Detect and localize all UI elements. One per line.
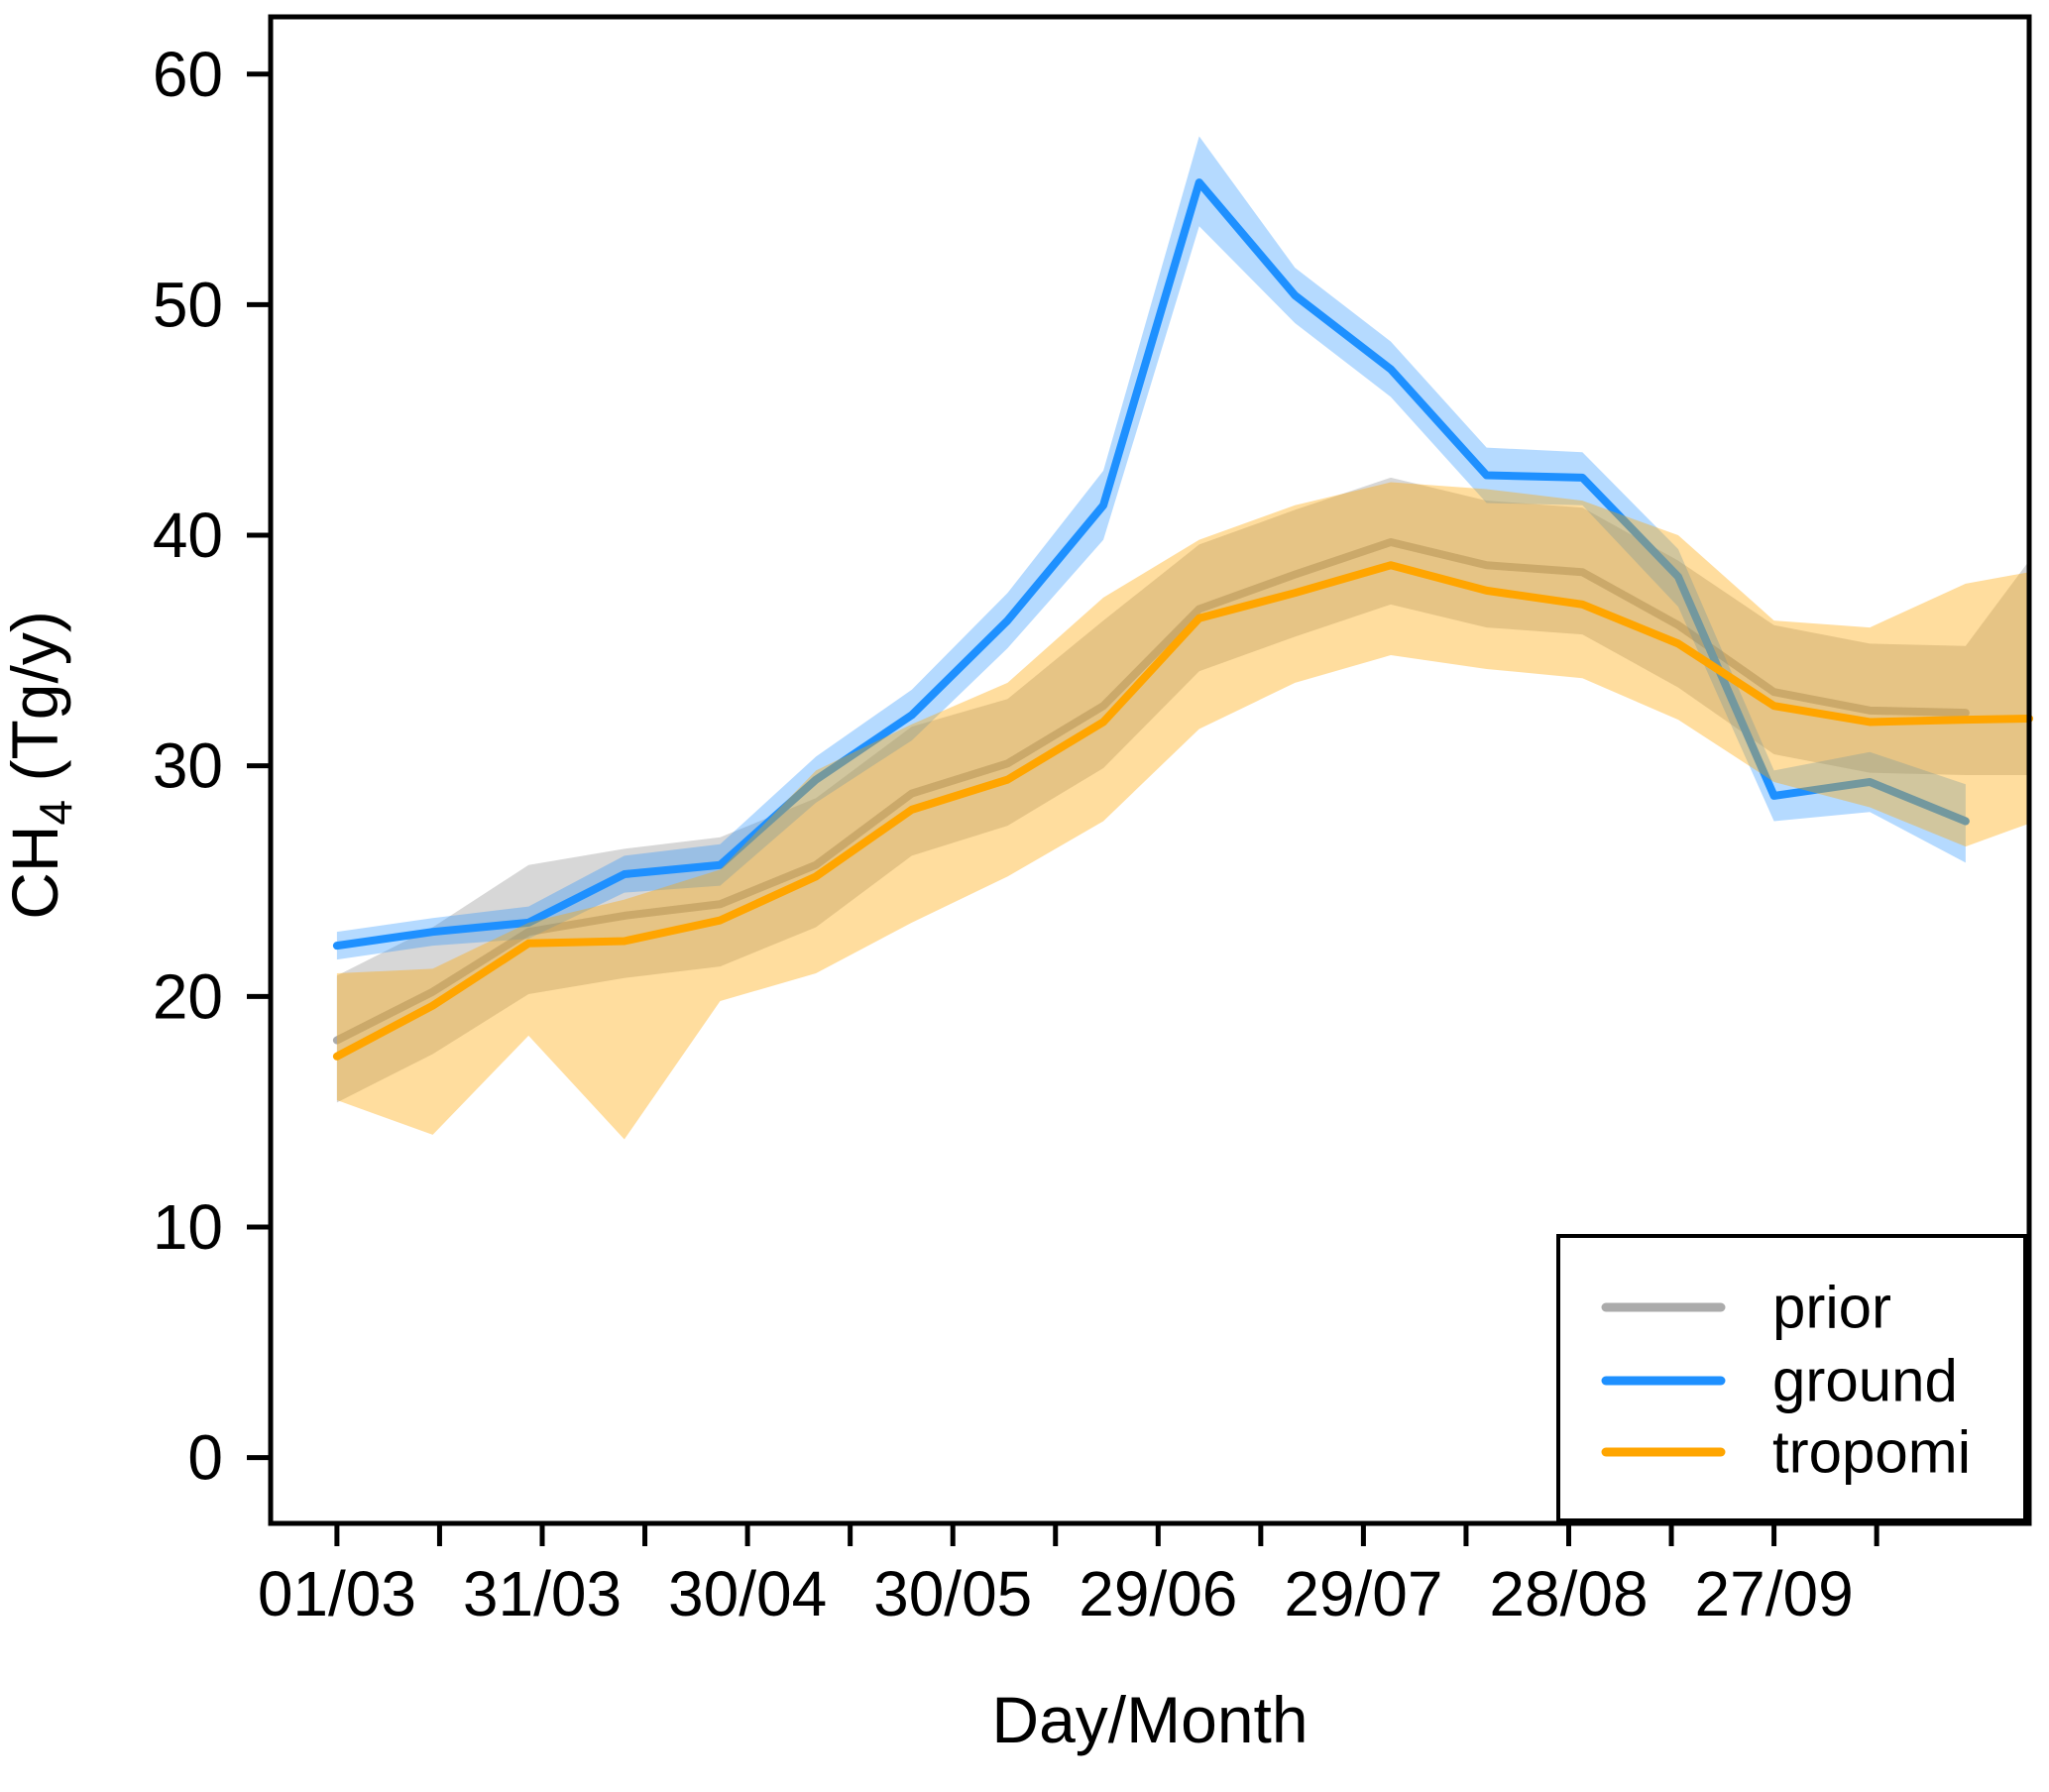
- y-axis-title-suffix: (Tg/y): [0, 611, 71, 800]
- x-tick-label: 31/03: [463, 1558, 622, 1629]
- legend-label-prior: prior: [1772, 1275, 1891, 1341]
- x-tick-label: 01/03: [258, 1558, 416, 1629]
- tropomi-line: [332, 561, 2034, 1061]
- plot-layer: [247, 71, 2034, 1546]
- x-tick-label: 27/09: [1695, 1558, 1854, 1629]
- x-tick-label: 29/07: [1284, 1558, 1442, 1629]
- y-tick-label: 0: [187, 1422, 223, 1494]
- y-tick-label: 20: [153, 960, 223, 1032]
- legend-label-ground: ground: [1772, 1348, 1958, 1414]
- legend-label-tropomi: tropomi: [1772, 1419, 1971, 1486]
- prior-line: [332, 538, 1970, 1045]
- x-tick-label: 30/04: [668, 1558, 827, 1629]
- y-tick-label: 50: [153, 270, 223, 341]
- x-tick-label: 29/06: [1079, 1558, 1237, 1629]
- y-axis-tick-labels: 0 10 20 30 40 50 60: [153, 39, 223, 1494]
- y-tick-label: 60: [153, 39, 223, 110]
- y-axis-title-subscript: 4: [30, 800, 81, 826]
- prior-uncertainty-band: [336, 477, 2030, 1103]
- plot-border: [268, 14, 2032, 1526]
- y-tick-label: 10: [153, 1191, 223, 1263]
- y-tick-label: 40: [153, 500, 223, 571]
- x-tick-label: 28/08: [1489, 1558, 1648, 1629]
- ground-uncertainty-band: [336, 136, 1966, 960]
- tropomi-uncertainty-band: [336, 482, 2030, 1140]
- x-axis-title: Day/Month: [991, 1683, 1308, 1756]
- x-axis-tick-labels: 01/03 31/03 30/04 30/05 29/06 29/07 28/0…: [258, 1558, 1854, 1629]
- y-axis-title: CH4 (Tg/y): [0, 611, 81, 920]
- y-axis-title-prefix: CH: [0, 825, 71, 919]
- ground-line: [332, 178, 1970, 951]
- legend: prior ground tropomi: [1556, 1234, 2027, 1522]
- y-tick-label: 30: [153, 730, 223, 802]
- x-tick-label: 30/05: [873, 1558, 1032, 1629]
